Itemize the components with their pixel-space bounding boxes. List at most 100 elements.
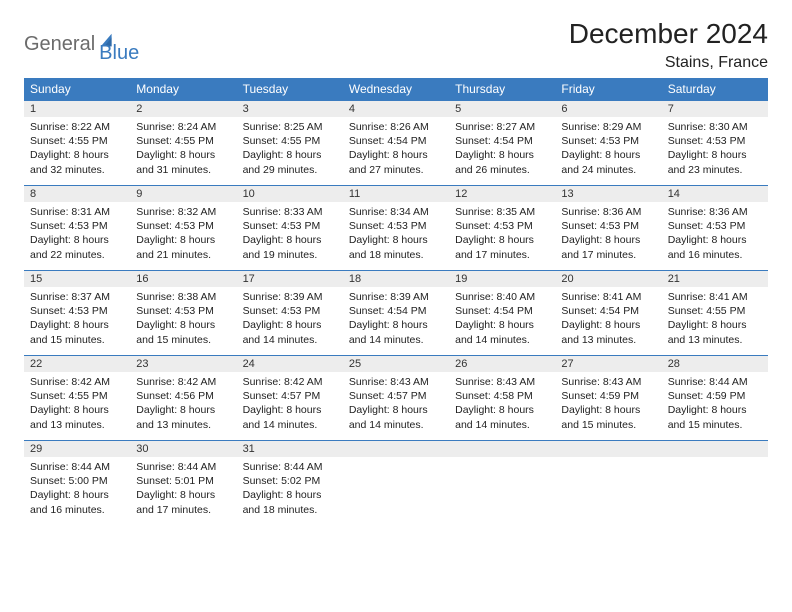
calendar-week: 29Sunrise: 8:44 AMSunset: 5:00 PMDayligh…	[24, 440, 768, 525]
daylight-text-1: Daylight: 8 hours	[455, 148, 549, 162]
daylight-text-2: and 13 minutes.	[136, 418, 230, 432]
sunset-text: Sunset: 4:53 PM	[30, 304, 124, 318]
daylight-text-1: Daylight: 8 hours	[30, 233, 124, 247]
daylight-text-2: and 32 minutes.	[30, 163, 124, 177]
calendar-cell: 7Sunrise: 8:30 AMSunset: 4:53 PMDaylight…	[662, 100, 768, 185]
weekday-row: SundayMondayTuesdayWednesdayThursdayFrid…	[24, 78, 768, 100]
daylight-text-2: and 15 minutes.	[136, 333, 230, 347]
day-number: 14	[662, 185, 768, 202]
day-details: Sunrise: 8:34 AMSunset: 4:53 PMDaylight:…	[343, 202, 449, 266]
sunrise-text: Sunrise: 8:39 AM	[243, 290, 337, 304]
daylight-text-1: Daylight: 8 hours	[30, 488, 124, 502]
day-details: Sunrise: 8:29 AMSunset: 4:53 PMDaylight:…	[555, 117, 661, 181]
day-number: 23	[130, 355, 236, 372]
day-details: Sunrise: 8:39 AMSunset: 4:54 PMDaylight:…	[343, 287, 449, 351]
sunset-text: Sunset: 4:55 PM	[243, 134, 337, 148]
day-number: 7	[662, 100, 768, 117]
sunrise-text: Sunrise: 8:44 AM	[136, 460, 230, 474]
sunset-text: Sunset: 4:54 PM	[455, 134, 549, 148]
sunset-text: Sunset: 4:56 PM	[136, 389, 230, 403]
daylight-text-1: Daylight: 8 hours	[136, 233, 230, 247]
daylight-text-2: and 24 minutes.	[561, 163, 655, 177]
day-details: Sunrise: 8:42 AMSunset: 4:55 PMDaylight:…	[24, 372, 130, 436]
day-number-empty	[662, 440, 768, 457]
daylight-text-2: and 13 minutes.	[561, 333, 655, 347]
day-number-empty	[555, 440, 661, 457]
day-details: Sunrise: 8:42 AMSunset: 4:56 PMDaylight:…	[130, 372, 236, 436]
day-details: Sunrise: 8:30 AMSunset: 4:53 PMDaylight:…	[662, 117, 768, 181]
day-number: 25	[343, 355, 449, 372]
calendar-cell: 18Sunrise: 8:39 AMSunset: 4:54 PMDayligh…	[343, 270, 449, 355]
sunset-text: Sunset: 4:55 PM	[30, 389, 124, 403]
sunrise-text: Sunrise: 8:22 AM	[30, 120, 124, 134]
daylight-text-1: Daylight: 8 hours	[30, 148, 124, 162]
daylight-text-1: Daylight: 8 hours	[561, 318, 655, 332]
daylight-text-1: Daylight: 8 hours	[136, 318, 230, 332]
calendar-cell: 14Sunrise: 8:36 AMSunset: 4:53 PMDayligh…	[662, 185, 768, 270]
weekday-header: Wednesday	[343, 78, 449, 100]
sunrise-text: Sunrise: 8:36 AM	[561, 205, 655, 219]
day-details: Sunrise: 8:44 AMSunset: 5:02 PMDaylight:…	[237, 457, 343, 521]
sunrise-text: Sunrise: 8:35 AM	[455, 205, 549, 219]
day-number: 2	[130, 100, 236, 117]
calendar-head: SundayMondayTuesdayWednesdayThursdayFrid…	[24, 78, 768, 100]
sunrise-text: Sunrise: 8:40 AM	[455, 290, 549, 304]
day-number: 6	[555, 100, 661, 117]
daylight-text-2: and 13 minutes.	[30, 418, 124, 432]
daylight-text-1: Daylight: 8 hours	[243, 403, 337, 417]
sunset-text: Sunset: 4:54 PM	[349, 304, 443, 318]
calendar-cell: 15Sunrise: 8:37 AMSunset: 4:53 PMDayligh…	[24, 270, 130, 355]
calendar-cell: 21Sunrise: 8:41 AMSunset: 4:55 PMDayligh…	[662, 270, 768, 355]
calendar-cell: 8Sunrise: 8:31 AMSunset: 4:53 PMDaylight…	[24, 185, 130, 270]
calendar-cell: 5Sunrise: 8:27 AMSunset: 4:54 PMDaylight…	[449, 100, 555, 185]
day-details: Sunrise: 8:44 AMSunset: 5:01 PMDaylight:…	[130, 457, 236, 521]
page: General Blue December 2024 Stains, Franc…	[0, 0, 792, 543]
daylight-text-2: and 14 minutes.	[243, 418, 337, 432]
brand-part2: Blue	[99, 42, 139, 65]
calendar-cell: 28Sunrise: 8:44 AMSunset: 4:59 PMDayligh…	[662, 355, 768, 440]
month-title: December 2024	[569, 18, 768, 50]
sunset-text: Sunset: 4:53 PM	[136, 304, 230, 318]
day-number: 21	[662, 270, 768, 287]
sunrise-text: Sunrise: 8:31 AM	[30, 205, 124, 219]
calendar-cell	[449, 440, 555, 525]
day-number: 13	[555, 185, 661, 202]
day-number: 22	[24, 355, 130, 372]
calendar-cell: 22Sunrise: 8:42 AMSunset: 4:55 PMDayligh…	[24, 355, 130, 440]
calendar-cell	[555, 440, 661, 525]
calendar-cell: 31Sunrise: 8:44 AMSunset: 5:02 PMDayligh…	[237, 440, 343, 525]
day-details: Sunrise: 8:38 AMSunset: 4:53 PMDaylight:…	[130, 287, 236, 351]
day-details: Sunrise: 8:41 AMSunset: 4:54 PMDaylight:…	[555, 287, 661, 351]
calendar-cell: 1Sunrise: 8:22 AMSunset: 4:55 PMDaylight…	[24, 100, 130, 185]
daylight-text-2: and 17 minutes.	[561, 248, 655, 262]
sunrise-text: Sunrise: 8:33 AM	[243, 205, 337, 219]
calendar-cell: 24Sunrise: 8:42 AMSunset: 4:57 PMDayligh…	[237, 355, 343, 440]
daylight-text-2: and 13 minutes.	[668, 333, 762, 347]
day-number: 10	[237, 185, 343, 202]
calendar-cell: 16Sunrise: 8:38 AMSunset: 4:53 PMDayligh…	[130, 270, 236, 355]
daylight-text-2: and 21 minutes.	[136, 248, 230, 262]
day-details: Sunrise: 8:44 AMSunset: 5:00 PMDaylight:…	[24, 457, 130, 521]
header: General Blue December 2024 Stains, Franc…	[24, 18, 768, 72]
daylight-text-2: and 31 minutes.	[136, 163, 230, 177]
sunrise-text: Sunrise: 8:29 AM	[561, 120, 655, 134]
daylight-text-2: and 19 minutes.	[243, 248, 337, 262]
sunrise-text: Sunrise: 8:39 AM	[349, 290, 443, 304]
brand-part1: General	[24, 33, 95, 56]
daylight-text-1: Daylight: 8 hours	[243, 148, 337, 162]
daylight-text-1: Daylight: 8 hours	[243, 233, 337, 247]
daylight-text-2: and 14 minutes.	[349, 418, 443, 432]
day-number: 24	[237, 355, 343, 372]
day-number: 5	[449, 100, 555, 117]
sunset-text: Sunset: 4:53 PM	[561, 219, 655, 233]
day-number: 3	[237, 100, 343, 117]
calendar-cell: 2Sunrise: 8:24 AMSunset: 4:55 PMDaylight…	[130, 100, 236, 185]
sunset-text: Sunset: 4:59 PM	[561, 389, 655, 403]
weekday-header: Sunday	[24, 78, 130, 100]
sunset-text: Sunset: 4:54 PM	[561, 304, 655, 318]
sunset-text: Sunset: 4:53 PM	[243, 219, 337, 233]
location-label: Stains, France	[569, 54, 768, 72]
day-details: Sunrise: 8:24 AMSunset: 4:55 PMDaylight:…	[130, 117, 236, 181]
weekday-header: Tuesday	[237, 78, 343, 100]
daylight-text-2: and 16 minutes.	[668, 248, 762, 262]
